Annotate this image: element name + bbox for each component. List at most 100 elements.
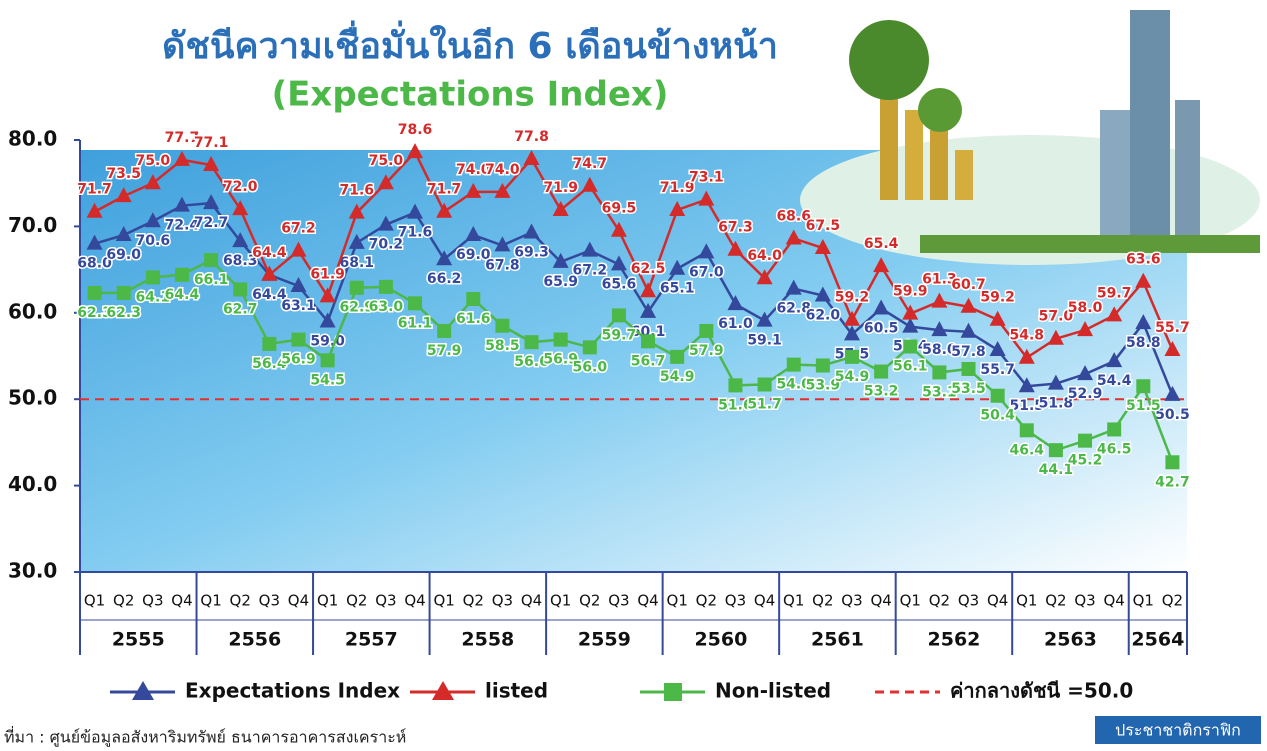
- x-tick-label: Q2: [696, 592, 717, 610]
- value-label: 71.6: [398, 225, 433, 241]
- value-label: 68.3: [223, 253, 258, 269]
- value-label: 67.5: [806, 218, 841, 234]
- value-label: 74.0: [485, 162, 520, 178]
- x-tick-label: Q2: [463, 592, 484, 610]
- value-label: 67.3: [718, 220, 753, 236]
- value-label: 59.1: [747, 333, 782, 349]
- marker: [552, 200, 569, 216]
- marker: [814, 286, 831, 302]
- marker: [553, 332, 568, 347]
- y-tick-label: 30.0: [8, 559, 57, 583]
- value-label: 45.2: [1068, 453, 1103, 469]
- x-tick-label: Q3: [142, 592, 163, 610]
- value-label: 54.5: [310, 372, 345, 388]
- value-label: 56.1: [893, 358, 928, 374]
- marker: [436, 202, 453, 218]
- marker: [348, 233, 365, 249]
- x-tick-label: Q1: [1016, 592, 1037, 610]
- marker: [173, 196, 190, 212]
- marker: [1047, 374, 1064, 390]
- marker: [174, 267, 189, 282]
- marker: [1047, 329, 1064, 345]
- marker: [377, 215, 394, 231]
- marker: [844, 349, 859, 364]
- legend-marker: [432, 681, 454, 700]
- value-label: 59.7: [1097, 285, 1132, 301]
- value-label: 51.8: [1039, 396, 1074, 412]
- marker: [902, 304, 919, 320]
- value-label: 70.2: [369, 237, 404, 253]
- value-label: 60.5: [864, 320, 899, 336]
- marker: [144, 174, 161, 190]
- legend-label: ค่ากลางดัชนี =50.0: [950, 679, 1133, 703]
- marker: [173, 150, 190, 166]
- value-label: 63.6: [1126, 252, 1161, 268]
- marker: [785, 279, 802, 295]
- y-tick-label: 80.0: [8, 127, 57, 151]
- marker: [786, 357, 801, 372]
- marker: [669, 259, 686, 275]
- value-label: 73.1: [689, 170, 724, 186]
- value-label: 46.4: [1010, 442, 1045, 458]
- year-label: 2559: [578, 629, 631, 651]
- x-tick-label: Q3: [958, 592, 979, 610]
- marker: [903, 339, 918, 354]
- year-label: 2556: [228, 629, 281, 651]
- series: 68.069.070.672.472.768.364.463.159.068.1…: [76, 194, 1191, 424]
- marker: [756, 311, 773, 327]
- x-tick-label: Q4: [1103, 592, 1124, 610]
- value-label: 72.7: [194, 215, 229, 231]
- marker: [843, 325, 860, 341]
- value-label: 59.9: [893, 284, 928, 300]
- value-label: 62.0: [806, 308, 841, 324]
- marker: [815, 358, 830, 373]
- marker: [203, 156, 220, 172]
- value-label: 61.0: [718, 316, 753, 332]
- marker: [727, 240, 744, 256]
- year-label: 2562: [928, 629, 981, 651]
- value-label: 56.4: [252, 356, 287, 372]
- value-label: 71.7: [77, 182, 112, 198]
- value-label: 66.2: [427, 271, 462, 287]
- value-label: 59.2: [835, 290, 870, 306]
- marker: [931, 292, 948, 308]
- year-label: 2557: [345, 629, 398, 651]
- x-tick-label: Q1: [433, 592, 454, 610]
- marker: [494, 236, 511, 252]
- marker: [86, 202, 103, 218]
- marker: [814, 239, 831, 254]
- marker: [465, 226, 482, 242]
- marker: [960, 297, 977, 313]
- value-label: 71.6: [339, 183, 374, 199]
- value-label: 60.7: [951, 277, 986, 293]
- value-label: 62.5: [631, 261, 666, 277]
- marker: [232, 232, 249, 248]
- value-label: 62.3: [106, 305, 141, 321]
- value-label: 46.5: [1097, 441, 1132, 457]
- value-label: 70.6: [136, 233, 171, 249]
- marker: [552, 252, 569, 268]
- marker: [1164, 385, 1181, 401]
- marker: [990, 388, 1005, 403]
- value-label: 51.5: [1126, 398, 1161, 414]
- year-label: 2561: [811, 629, 864, 651]
- marker: [116, 285, 131, 300]
- marker: [1106, 306, 1123, 322]
- x-tick-label: Q2: [346, 592, 367, 610]
- value-label: 72.4: [165, 218, 200, 234]
- legend-label: listed: [485, 679, 548, 703]
- value-label: 75.0: [369, 153, 404, 169]
- x-tick-label: Q2: [929, 592, 950, 610]
- value-label: 61.9: [310, 266, 345, 282]
- value-label: 42.7: [1155, 474, 1190, 490]
- value-label: 53.1: [922, 384, 957, 400]
- x-tick-label: Q1: [550, 592, 571, 610]
- marker: [523, 223, 540, 239]
- x-tick-label: Q1: [667, 592, 688, 610]
- value-label: 44.1: [1039, 462, 1074, 478]
- value-label: 58.0: [1068, 300, 1103, 316]
- value-label: 64.0: [747, 248, 782, 264]
- value-label: 71.7: [427, 182, 462, 198]
- x-tick-label: Q2: [230, 592, 251, 610]
